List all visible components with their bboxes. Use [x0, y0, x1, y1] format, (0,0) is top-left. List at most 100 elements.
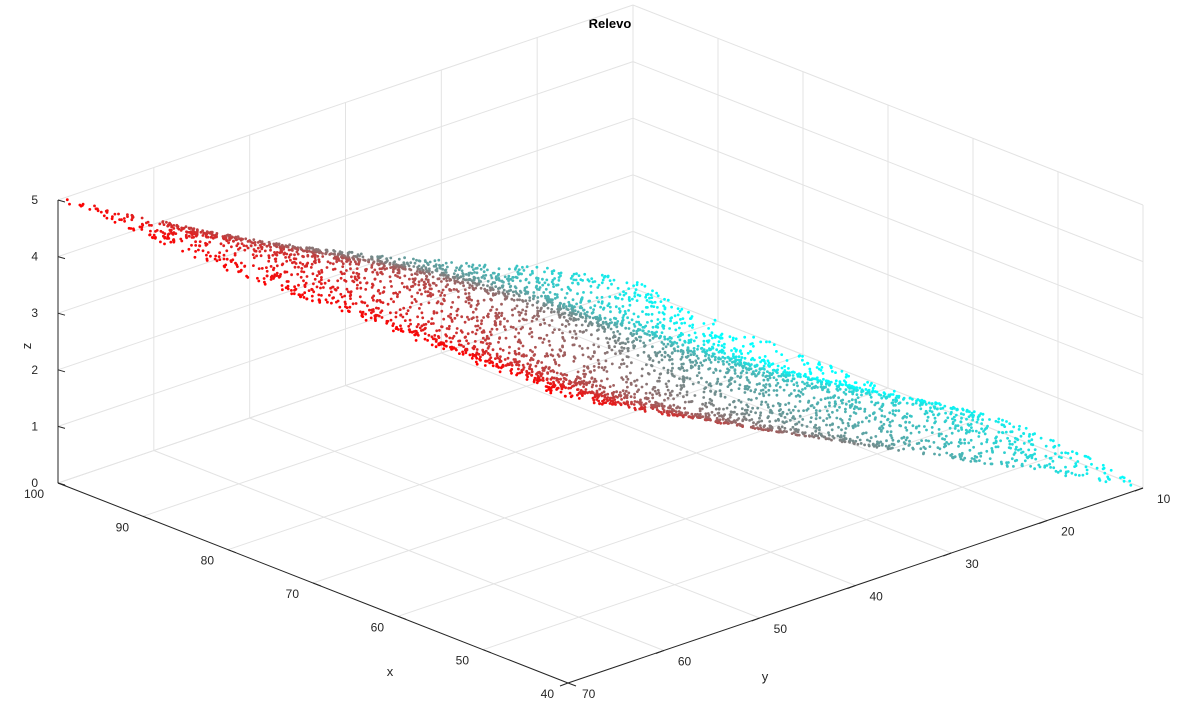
- z-axis-label: z: [19, 343, 34, 350]
- data-point: [132, 228, 136, 232]
- data-point: [994, 419, 998, 423]
- data-point: [844, 392, 848, 396]
- data-point: [1008, 439, 1011, 443]
- data-point: [466, 315, 469, 319]
- data-point: [782, 429, 786, 433]
- data-point: [530, 368, 534, 371]
- data-point: [559, 271, 563, 275]
- data-point: [736, 362, 740, 366]
- data-point: [509, 369, 513, 373]
- data-point: [542, 291, 546, 294]
- data-point: [557, 363, 561, 367]
- data-point: [752, 335, 755, 339]
- data-point: [798, 400, 802, 403]
- data-point: [402, 261, 406, 264]
- data-point: [764, 362, 767, 365]
- data-point: [439, 294, 442, 297]
- data-point: [233, 252, 237, 255]
- data-point: [704, 412, 708, 416]
- data-point: [507, 289, 511, 293]
- data-point: [497, 267, 501, 271]
- data-point: [976, 415, 980, 419]
- data-point: [603, 330, 606, 333]
- data-point: [235, 244, 239, 248]
- data-point: [715, 419, 718, 422]
- data-point: [851, 392, 855, 396]
- data-point: [917, 424, 921, 428]
- data-point: [632, 329, 635, 333]
- data-point: [552, 269, 556, 273]
- data-point: [768, 376, 772, 380]
- data-point: [1048, 462, 1051, 466]
- data-point: [456, 307, 460, 311]
- data-point: [208, 231, 212, 235]
- data-point: [753, 372, 756, 376]
- data-point: [172, 227, 176, 230]
- data-point: [734, 355, 738, 359]
- data-point: [280, 244, 284, 248]
- y-tick: [943, 552, 952, 557]
- data-point: [371, 296, 374, 300]
- data-point: [443, 344, 446, 347]
- data-point: [795, 381, 799, 385]
- data-point: [680, 322, 684, 325]
- data-point: [911, 402, 915, 406]
- data-point: [606, 286, 610, 290]
- data-point: [578, 330, 582, 333]
- data-point: [863, 410, 867, 413]
- data-point: [938, 453, 941, 457]
- data-point: [605, 370, 609, 373]
- data-point: [780, 425, 784, 429]
- data-point: [691, 360, 695, 364]
- data-point: [919, 407, 923, 411]
- data-point: [827, 383, 831, 387]
- data-point: [324, 248, 328, 252]
- data-point: [438, 329, 441, 332]
- data-point: [694, 413, 697, 416]
- data-point: [891, 409, 895, 413]
- data-point: [810, 382, 814, 386]
- data-point: [844, 437, 848, 441]
- data-point: [846, 385, 850, 389]
- data-point: [445, 275, 449, 279]
- data-point: [829, 364, 832, 368]
- data-point: [545, 389, 548, 392]
- data-point: [614, 296, 618, 300]
- data-point: [901, 416, 905, 420]
- data-point: [957, 429, 960, 433]
- data-point: [378, 292, 382, 295]
- data-point: [148, 233, 152, 237]
- data-point: [811, 432, 814, 435]
- data-point: [724, 418, 728, 422]
- data-point: [725, 406, 729, 410]
- x-tick: [227, 549, 237, 554]
- data-point: [618, 309, 622, 313]
- grid-line: [441, 352, 952, 554]
- data-point: [249, 244, 253, 248]
- data-point: [448, 336, 452, 340]
- data-point: [260, 240, 264, 244]
- data-point: [184, 235, 188, 239]
- data-point: [858, 401, 861, 404]
- y-tick-label: 40: [870, 590, 884, 604]
- data-point: [645, 299, 649, 302]
- data-point: [525, 305, 529, 309]
- data-point: [512, 294, 516, 297]
- data-point: [389, 297, 393, 301]
- data-point: [763, 359, 766, 363]
- data-point: [693, 331, 697, 335]
- data-point: [685, 390, 689, 394]
- data-point: [595, 391, 599, 395]
- data-point: [926, 415, 930, 419]
- z-tick-label: 1: [31, 419, 38, 433]
- data-point: [392, 291, 395, 295]
- data-point: [595, 296, 599, 299]
- y-tick-label: 60: [678, 655, 692, 669]
- data-point: [848, 406, 852, 409]
- data-point: [514, 327, 518, 331]
- data-point: [707, 354, 711, 357]
- data-point: [252, 238, 256, 242]
- data-point: [860, 393, 863, 397]
- data-point: [663, 398, 666, 402]
- data-point: [561, 373, 565, 377]
